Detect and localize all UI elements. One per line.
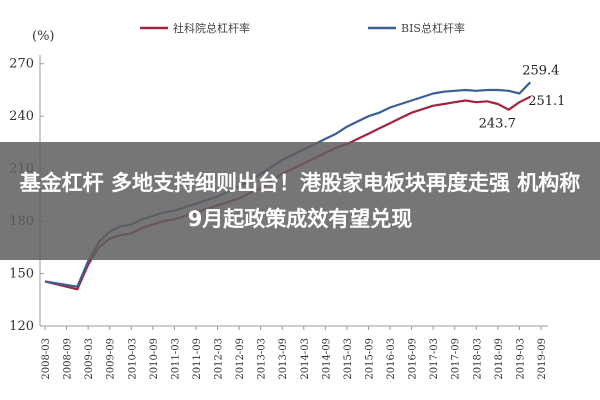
x-tick-label: 2008-03	[41, 338, 52, 380]
x-tick-label: 2015-03	[343, 338, 354, 380]
annotation-label: 259.4	[522, 63, 559, 78]
x-tick-label: 2015-09	[364, 338, 375, 380]
x-tick-label: 2011-09	[192, 338, 203, 380]
legend-label-2: BIS总杠杆率	[401, 21, 465, 35]
y-tick-label: 240	[9, 109, 34, 124]
legend-label-1: 社科院总杠杆率	[173, 21, 250, 35]
legend: 社科院总杠杆率 BIS总杠杆率	[140, 21, 465, 35]
y-tick-label: 120	[9, 319, 34, 334]
x-tick-label: 2011-03	[170, 338, 181, 380]
x-tick-label: 2010-09	[149, 338, 160, 380]
x-tick-label: 2008-09	[63, 338, 74, 380]
y-tick-label: 150	[9, 267, 34, 282]
x-tick-label: 2013-09	[278, 338, 289, 380]
annotation-label: 251.1	[528, 94, 565, 109]
x-tick-label: 2012-03	[214, 338, 225, 380]
y-tick-label: 270	[9, 57, 34, 72]
x-tick-label: 2014-03	[300, 338, 311, 380]
headline-text: 基金杠杆 多地支持细则出台！港股家电板块再度走强 机构称9月起政策成效有望兑现	[19, 171, 581, 231]
x-tick-label: 2013-03	[257, 338, 268, 380]
y-unit-label: (%)	[32, 29, 55, 44]
annotation-label: 243.7	[479, 117, 516, 132]
x-tick-label: 2016-03	[386, 338, 397, 380]
x-tick-label: 2019-03	[515, 338, 526, 380]
x-tick-label: 2012-09	[235, 338, 246, 380]
x-tick-label: 2017-09	[451, 338, 462, 380]
x-axis-ticks: 2008-03 2008-09 2009-03 2009-09 2010-03 2010-…	[41, 326, 548, 380]
x-tick-label: 2017-03	[429, 338, 440, 380]
x-tick-label: 2009-03	[84, 338, 95, 380]
headline-banner[interactable]: 基金杠杆 多地支持细则出台！港股家电板块再度走强 机构称9月起政策成效有望兑现	[0, 142, 600, 260]
x-tick-label: 2014-09	[321, 338, 332, 380]
data-annotations: 259.4 251.1 243.7	[479, 63, 566, 131]
x-tick-label: 2010-03	[127, 338, 138, 380]
x-tick-label: 2016-09	[408, 338, 419, 380]
x-tick-label: 2019-09	[537, 338, 548, 380]
x-tick-label: 2018-09	[494, 338, 505, 380]
x-tick-label: 2009-09	[106, 338, 117, 380]
x-tick-label: 2018-03	[472, 338, 483, 380]
